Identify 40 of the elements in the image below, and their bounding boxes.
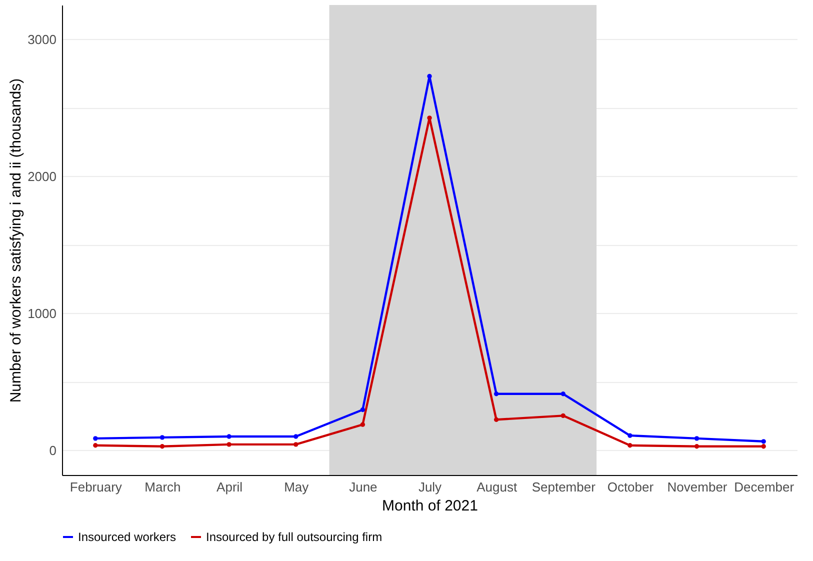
x-tick-label: June — [349, 480, 378, 494]
point — [560, 413, 566, 418]
point — [294, 442, 298, 447]
point — [494, 417, 499, 422]
point — [427, 116, 432, 120]
legend-label: Insourced workers — [78, 530, 176, 544]
point — [628, 443, 632, 448]
y-tick-label: 3000 — [28, 32, 56, 47]
x-tick-label: February — [70, 480, 122, 494]
x-tick-label: July — [418, 480, 442, 494]
point — [294, 434, 298, 439]
y-tick-label: 2000 — [28, 168, 56, 184]
x-tick-label: September — [532, 480, 596, 494]
x-tick-label: March — [144, 480, 181, 494]
point — [694, 436, 700, 441]
point — [761, 444, 766, 449]
point — [628, 433, 632, 438]
point — [560, 392, 566, 396]
point — [761, 439, 766, 444]
point — [226, 442, 232, 447]
x-tick-label: December — [734, 480, 795, 494]
point — [360, 422, 366, 427]
point — [160, 444, 165, 449]
point — [160, 435, 165, 440]
x-tick-label: October — [607, 480, 654, 494]
x-tick-label: August — [476, 480, 518, 494]
point — [93, 443, 98, 448]
point — [694, 444, 700, 449]
point — [93, 436, 98, 441]
legend-label: Insourced by full outsourcing firm — [206, 530, 382, 544]
x-tick-label: November — [667, 480, 728, 494]
point — [226, 434, 232, 439]
x-tick-label: April — [216, 480, 243, 494]
x-axis-title: Month of 2021 — [382, 498, 478, 514]
x-tick-label: May — [284, 480, 310, 494]
y-tick-label: 1000 — [28, 306, 56, 321]
point — [360, 407, 366, 412]
y-axis-title: Number of workers satisfying i and ii (thousands) — [8, 78, 25, 403]
point — [494, 392, 499, 396]
y-tick-label: 0 — [49, 442, 56, 458]
